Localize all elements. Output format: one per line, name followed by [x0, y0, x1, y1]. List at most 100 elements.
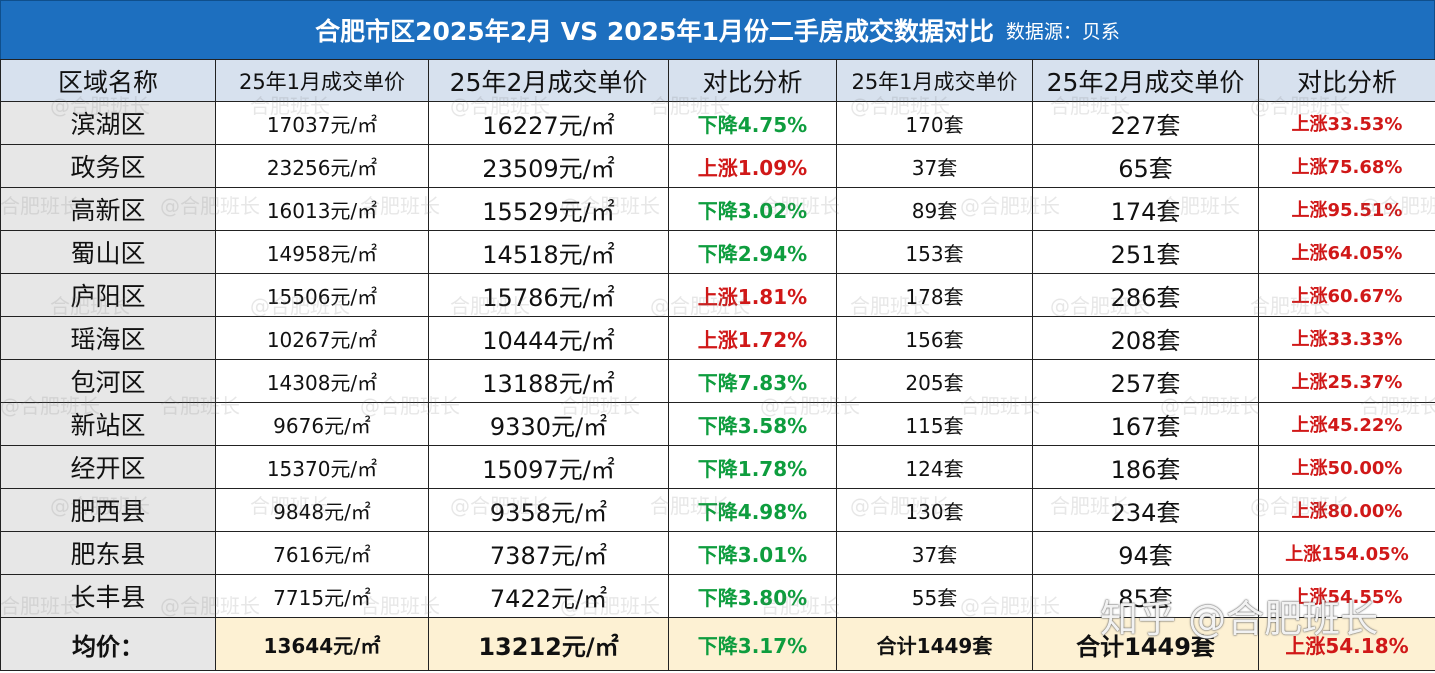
column-header-count-compare: 对比分析	[1258, 59, 1435, 102]
count-feb-cell: 65套	[1032, 144, 1259, 188]
count-compare-cell: 上涨80.00%	[1258, 488, 1435, 532]
count-feb-cell: 167套	[1032, 402, 1259, 446]
price-jan-cell: 7715元/㎡	[215, 574, 429, 618]
table-row: 瑶海区 10267元/㎡ 10444元/㎡ 上涨1.72% 156套 208套 上涨33.3…	[0, 316, 1435, 360]
price-jan-cell: 9676元/㎡	[215, 402, 429, 446]
count-compare-cell: 上涨25.37%	[1258, 359, 1435, 403]
price-feb-cell: 9330元/㎡	[428, 402, 669, 446]
table-row: 政务区 23256元/㎡ 23509元/㎡ 上涨1.09% 37套 65套 上涨75.68%	[0, 144, 1435, 188]
count-feb-cell: 286套	[1032, 273, 1259, 317]
table-row: 高新区 16013元/㎡ 15529元/㎡ 下降3.02% 89套 174套 上涨95.51…	[0, 187, 1435, 231]
count-feb-cell: 186套	[1032, 445, 1259, 489]
price-compare-cell: 上涨1.81%	[668, 273, 837, 317]
region-cell: 瑶海区	[0, 316, 216, 360]
price-jan-cell: 14308元/㎡	[215, 359, 429, 403]
price-jan-cell: 14958元/㎡	[215, 230, 429, 274]
total-count-feb: 合计1449套	[1032, 617, 1259, 671]
price-compare-cell: 下降3.58%	[668, 402, 837, 446]
column-header-region: 区域名称	[0, 59, 216, 102]
price-jan-cell: 10267元/㎡	[215, 316, 429, 360]
table-row: 庐阳区 15506元/㎡ 15786元/㎡ 上涨1.81% 178套 286套 上涨60.6…	[0, 273, 1435, 317]
price-compare-cell: 下降4.98%	[668, 488, 837, 532]
average-price-feb: 13212元/㎡	[428, 617, 669, 671]
price-compare-cell: 下降4.75%	[668, 101, 837, 145]
count-jan-cell: 124套	[836, 445, 1033, 489]
comparison-table: 区域名称 25年1月成交单价 25年2月成交单价 对比分析 25年1月成交单价 …	[0, 59, 1435, 671]
price-compare-cell: 下降2.94%	[668, 230, 837, 274]
average-row: 均价： 13644元/㎡ 13212元/㎡ 下降3.17% 合计1449套 合计…	[0, 617, 1435, 671]
count-compare-cell: 上涨60.67%	[1258, 273, 1435, 317]
price-feb-cell: 15097元/㎡	[428, 445, 669, 489]
count-feb-cell: 251套	[1032, 230, 1259, 274]
price-jan-cell: 15506元/㎡	[215, 273, 429, 317]
price-jan-cell: 17037元/㎡	[215, 101, 429, 145]
count-feb-cell: 94套	[1032, 531, 1259, 575]
header-row: 区域名称 25年1月成交单价 25年2月成交单价 对比分析 25年1月成交单价 …	[0, 59, 1435, 102]
region-cell: 蜀山区	[0, 230, 216, 274]
price-feb-cell: 14518元/㎡	[428, 230, 669, 274]
region-cell: 庐阳区	[0, 273, 216, 317]
region-cell: 包河区	[0, 359, 216, 403]
price-compare-cell: 下降3.01%	[668, 531, 837, 575]
price-compare-cell: 下降3.02%	[668, 187, 837, 231]
price-compare-cell: 上涨1.09%	[668, 144, 837, 188]
table-row: 滨湖区 17037元/㎡ 16227元/㎡ 下降4.75% 170套 227套 上涨33.5…	[0, 101, 1435, 145]
count-jan-cell: 115套	[836, 402, 1033, 446]
table-row: 蜀山区 14958元/㎡ 14518元/㎡ 下降2.94% 153套 251套 上涨64.0…	[0, 230, 1435, 274]
count-compare-cell: 上涨33.33%	[1258, 316, 1435, 360]
price-compare-cell: 下降3.80%	[668, 574, 837, 618]
price-feb-cell: 15786元/㎡	[428, 273, 669, 317]
average-price-jan: 13644元/㎡	[215, 617, 429, 671]
count-compare-cell: 上涨50.00%	[1258, 445, 1435, 489]
region-cell: 政务区	[0, 144, 216, 188]
region-cell: 长丰县	[0, 574, 216, 618]
region-cell: 新站区	[0, 402, 216, 446]
price-jan-cell: 9848元/㎡	[215, 488, 429, 532]
count-feb-cell: 174套	[1032, 187, 1259, 231]
price-feb-cell: 7387元/㎡	[428, 531, 669, 575]
average-price-compare: 下降3.17%	[668, 617, 837, 671]
price-compare-cell: 下降1.78%	[668, 445, 837, 489]
count-jan-cell: 89套	[836, 187, 1033, 231]
table-row: 经开区 15370元/㎡ 15097元/㎡ 下降1.78% 124套 186套 上涨50.0…	[0, 445, 1435, 489]
price-feb-cell: 15529元/㎡	[428, 187, 669, 231]
count-jan-cell: 156套	[836, 316, 1033, 360]
data-source-label: 数据源：贝系	[1005, 20, 1120, 43]
region-cell: 高新区	[0, 187, 216, 231]
count-compare-cell: 上涨95.51%	[1258, 187, 1435, 231]
count-compare-cell: 上涨33.53%	[1258, 101, 1435, 145]
total-count-compare: 上涨54.18%	[1258, 617, 1435, 671]
price-feb-cell: 23509元/㎡	[428, 144, 669, 188]
table-body: 滨湖区 17037元/㎡ 16227元/㎡ 下降4.75% 170套 227套 上涨33.5…	[0, 101, 1435, 671]
table-row: 肥西县 9848元/㎡ 9358元/㎡ 下降4.98% 130套 234套 上涨80.00%	[0, 488, 1435, 532]
count-feb-cell: 234套	[1032, 488, 1259, 532]
table-row: 包河区 14308元/㎡ 13188元/㎡ 下降7.83% 205套 257套 上涨25.3…	[0, 359, 1435, 403]
region-cell: 滨湖区	[0, 101, 216, 145]
count-jan-cell: 170套	[836, 101, 1033, 145]
price-feb-cell: 10444元/㎡	[428, 316, 669, 360]
column-header-count-feb: 25年2月成交单价	[1032, 59, 1259, 102]
price-jan-cell: 23256元/㎡	[215, 144, 429, 188]
count-compare-cell: 上涨154.05%	[1258, 531, 1435, 575]
price-jan-cell: 16013元/㎡	[215, 187, 429, 231]
count-jan-cell: 55套	[836, 574, 1033, 618]
count-feb-cell: 208套	[1032, 316, 1259, 360]
page-title: 合肥市区2025年2月 VS 2025年1月份二手房成交数据对比	[315, 17, 994, 46]
price-feb-cell: 7422元/㎡	[428, 574, 669, 618]
price-compare-cell: 上涨1.72%	[668, 316, 837, 360]
count-feb-cell: 85套	[1032, 574, 1259, 618]
count-jan-cell: 153套	[836, 230, 1033, 274]
price-jan-cell: 7616元/㎡	[215, 531, 429, 575]
count-feb-cell: 257套	[1032, 359, 1259, 403]
price-compare-cell: 下降7.83%	[668, 359, 837, 403]
price-feb-cell: 9358元/㎡	[428, 488, 669, 532]
count-jan-cell: 130套	[836, 488, 1033, 532]
count-compare-cell: 上涨75.68%	[1258, 144, 1435, 188]
count-jan-cell: 205套	[836, 359, 1033, 403]
column-header-price-feb: 25年2月成交单价	[428, 59, 669, 102]
column-header-count-jan: 25年1月成交单价	[836, 59, 1033, 102]
region-cell: 肥西县	[0, 488, 216, 532]
count-jan-cell: 178套	[836, 273, 1033, 317]
region-cell: 肥东县	[0, 531, 216, 575]
count-compare-cell: 上涨64.05%	[1258, 230, 1435, 274]
